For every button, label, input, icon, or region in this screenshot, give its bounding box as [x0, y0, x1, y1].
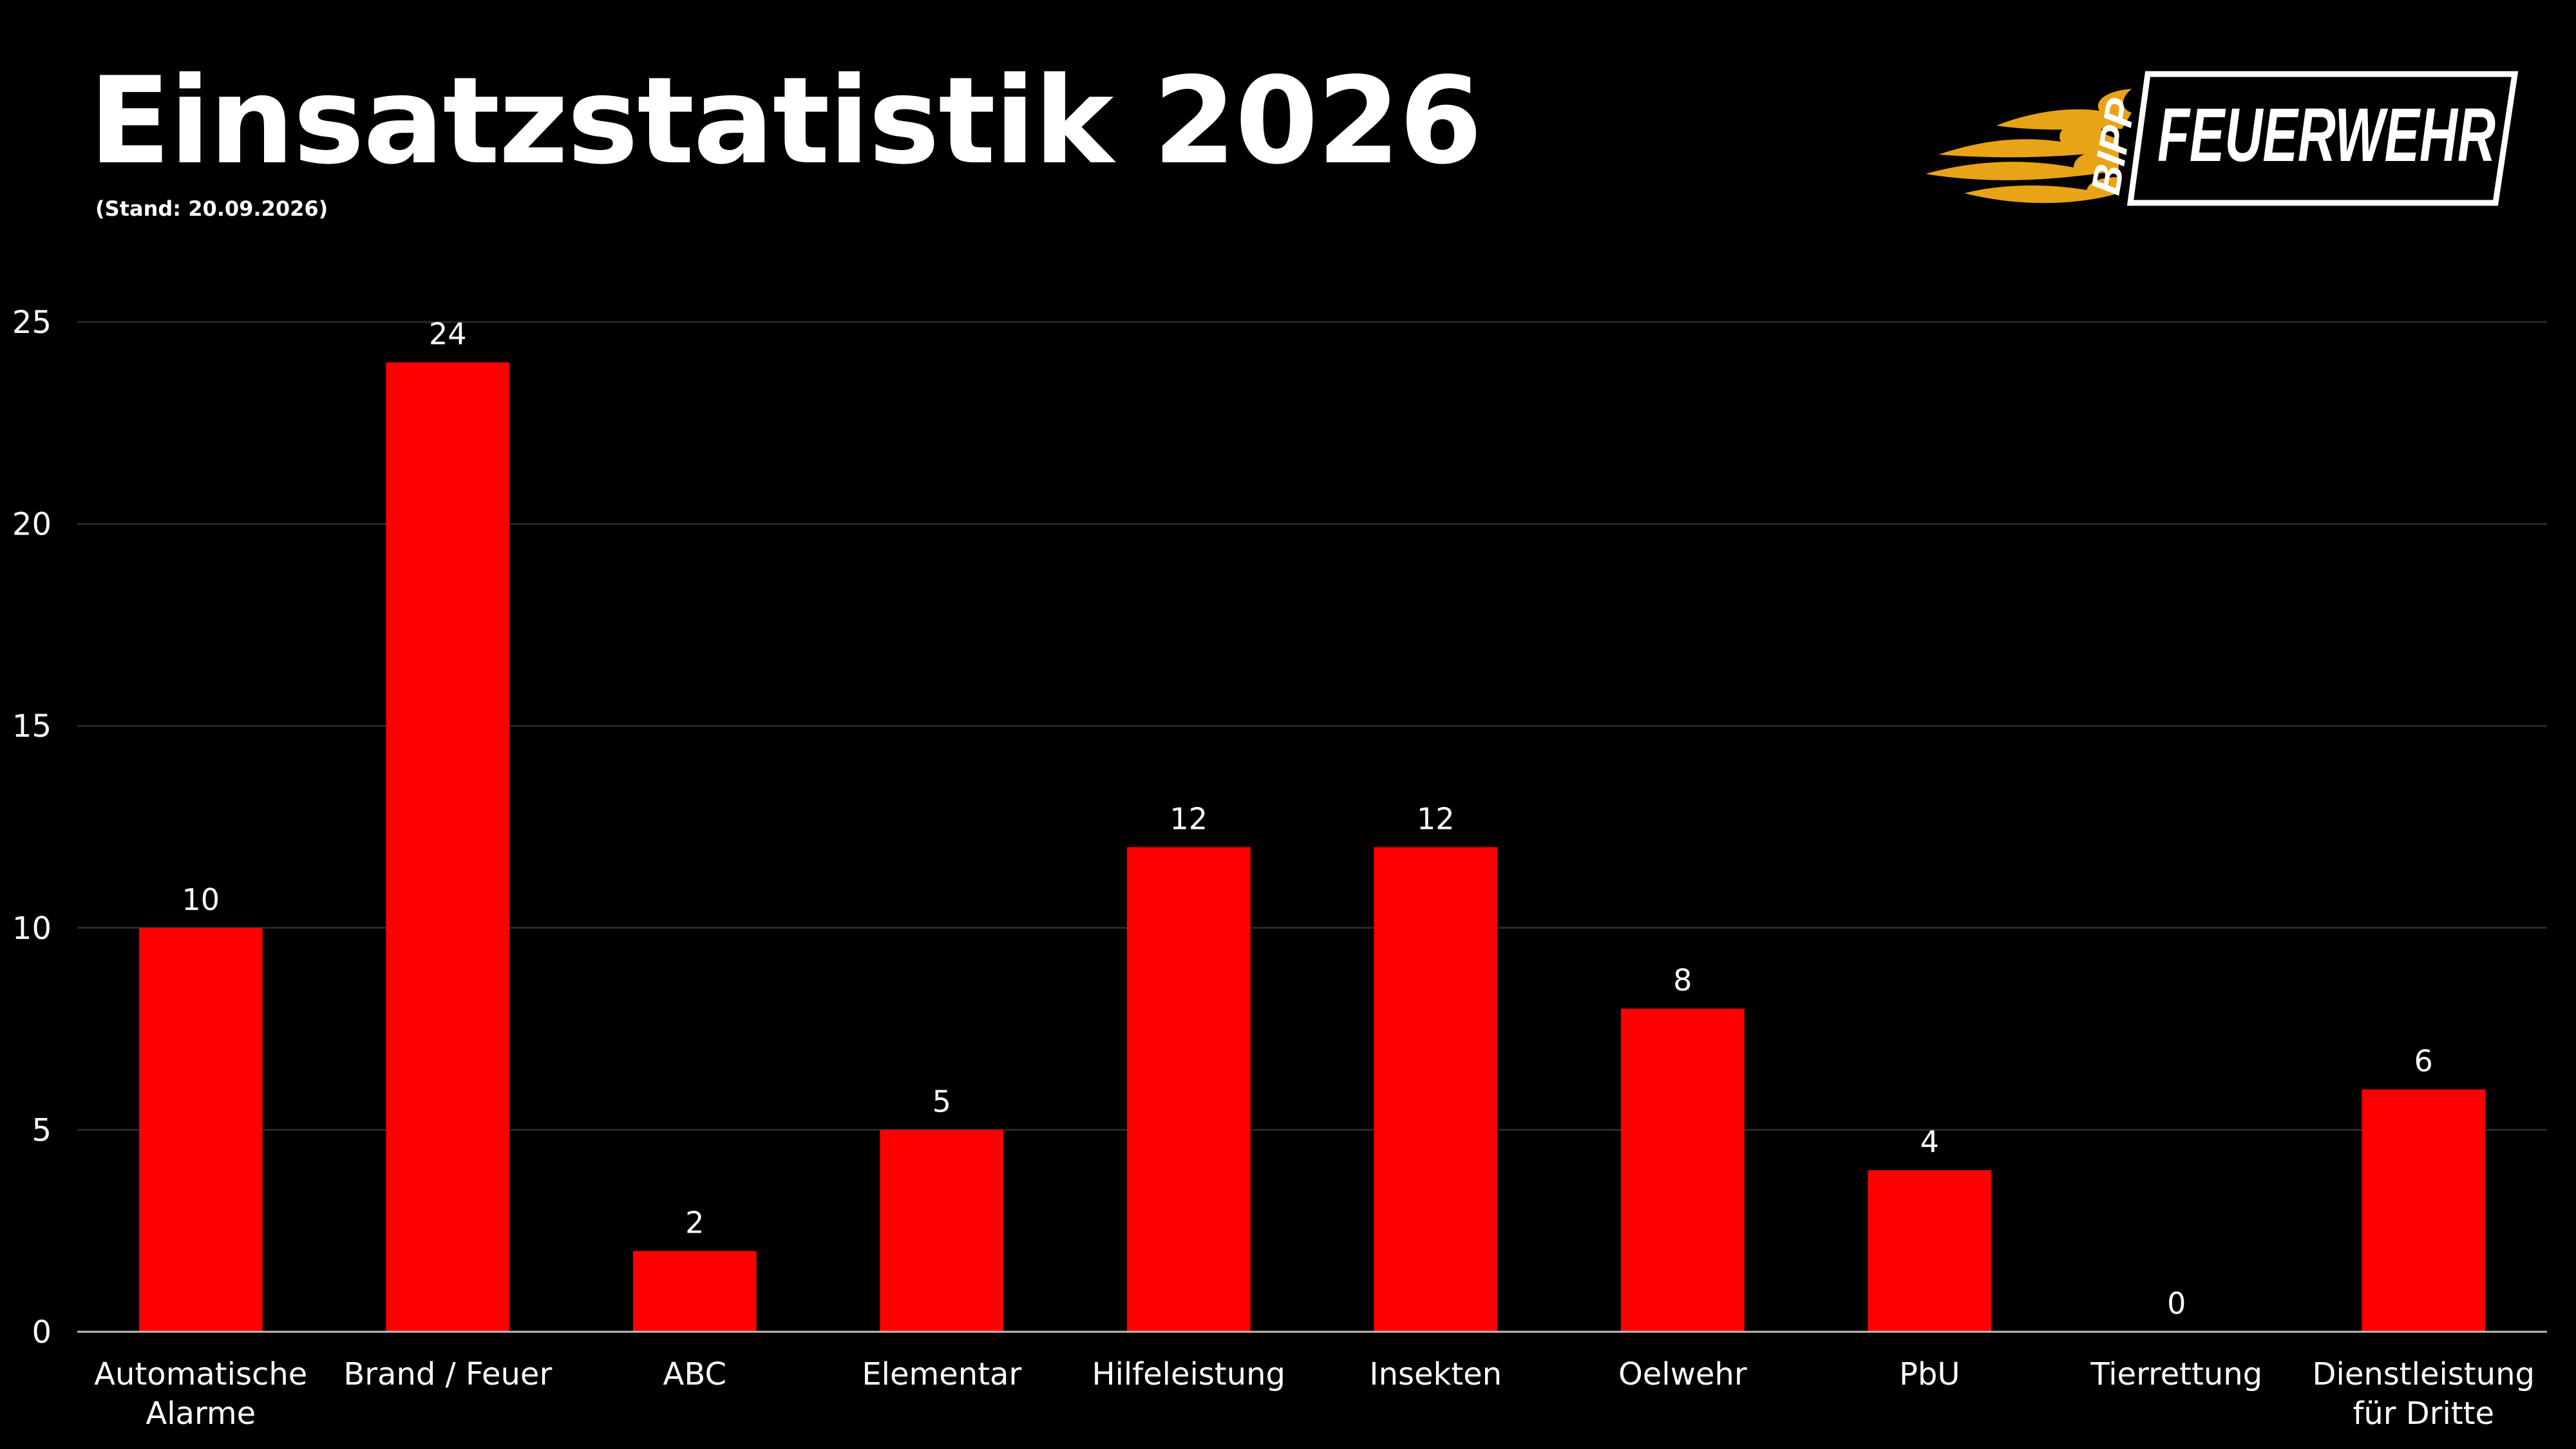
y-tick-label: 0 [32, 1314, 52, 1350]
data-label: 4 [1920, 1124, 1939, 1159]
category-label: Dienstleistung für Dritte [2313, 1356, 2535, 1432]
data-labels: 10 24 2 5 12 12 8 4 0 6 [182, 317, 2432, 1321]
category-label: Elementar [862, 1356, 1021, 1392]
bar [880, 1130, 1004, 1332]
category-label: Tierrettung [2090, 1356, 2262, 1392]
bar [138, 927, 263, 1332]
data-label: 8 [1673, 963, 1692, 998]
category-label: Brand / Feuer [343, 1356, 552, 1392]
category-label: Hilfeleistung [1092, 1356, 1285, 1392]
data-label: 10 [182, 882, 220, 917]
y-tick-label: 25 [12, 305, 52, 341]
bar [1868, 1170, 1992, 1332]
data-label: 12 [1417, 801, 1455, 836]
bar [1126, 847, 1251, 1332]
category-label: ABC [663, 1356, 726, 1392]
flame-icon [1926, 89, 2132, 204]
category-labels: Automatische Alarme Brand / Feuer ABC Elemen… [94, 1356, 2535, 1432]
data-label: 6 [2414, 1044, 2433, 1079]
category-label: Oelwehr [1618, 1356, 1747, 1392]
y-tick-label: 15 [12, 708, 52, 744]
bar [2362, 1089, 2486, 1332]
category-label: Insekten [1369, 1356, 1502, 1392]
bar [632, 1251, 757, 1332]
page-subtitle: (Stand: 20.09.2026) [95, 196, 328, 221]
bars [138, 362, 2486, 1332]
data-label: 24 [429, 317, 467, 352]
y-tick-label: 10 [12, 911, 52, 947]
bar [386, 362, 510, 1332]
y-axis-ticks: 0 5 10 15 20 25 [12, 305, 52, 1350]
data-label: 2 [685, 1206, 704, 1240]
category-label: Automatische Alarme [94, 1356, 307, 1432]
data-label: 0 [2167, 1286, 2186, 1321]
category-label: PbU [1899, 1356, 1960, 1392]
logo-frame [2126, 71, 2519, 206]
y-tick-label: 5 [32, 1112, 52, 1148]
page-title: Einsatzstatistik 2026 [89, 51, 1482, 191]
y-tick-label: 20 [12, 507, 52, 543]
bipp-feuerwehr-logo: BIPP FEUERWEHR [1926, 71, 2519, 206]
data-label: 5 [933, 1084, 951, 1119]
data-label: 12 [1170, 801, 1208, 836]
bar [1620, 1009, 1745, 1332]
bar [1374, 847, 1498, 1332]
logo-text-feuerwehr: FEUERWEHR [2157, 93, 2496, 178]
